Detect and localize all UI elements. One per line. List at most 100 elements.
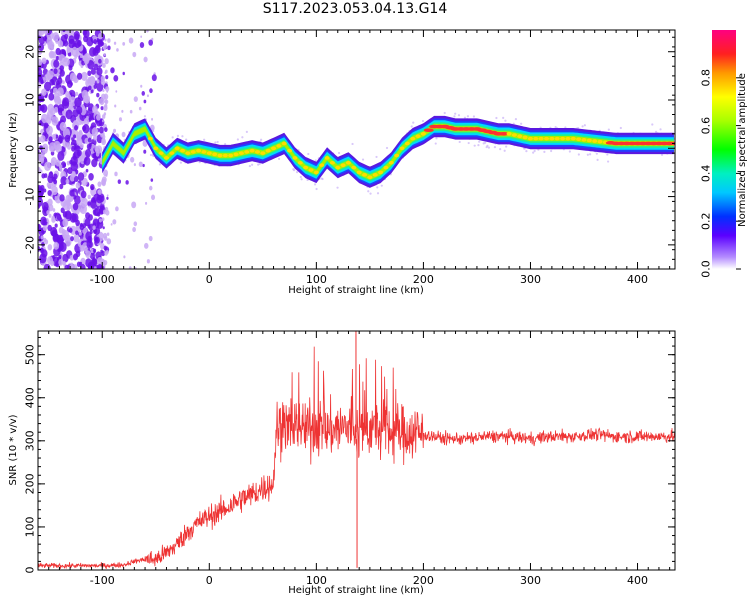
noise-blob bbox=[110, 67, 115, 74]
ridge-peak bbox=[367, 175, 373, 180]
colorbar-tick-label: 0.2 bbox=[700, 212, 713, 230]
noise-blob bbox=[59, 69, 65, 77]
halo-dot bbox=[606, 153, 609, 156]
noise-blob bbox=[80, 263, 86, 269]
halo-dot bbox=[181, 135, 184, 138]
noise-blob bbox=[104, 99, 109, 105]
snr-x-tick-label: -100 bbox=[90, 574, 115, 587]
noise-blob bbox=[50, 157, 58, 166]
noise-blob bbox=[38, 245, 41, 252]
noise-blob bbox=[67, 52, 72, 57]
ridge-peak bbox=[592, 139, 598, 143]
halo-dot bbox=[550, 149, 553, 153]
noise-blob bbox=[140, 35, 143, 38]
noise-blob bbox=[69, 72, 77, 82]
noise-blob bbox=[47, 244, 53, 251]
ridge-peak bbox=[560, 136, 566, 141]
noise-blob bbox=[41, 57, 47, 65]
noise-blob bbox=[80, 71, 88, 81]
ridge-peak bbox=[319, 163, 325, 167]
noise-blob bbox=[57, 151, 65, 161]
noise-blob bbox=[96, 211, 101, 217]
ridge-peak bbox=[576, 137, 582, 142]
ridge-peak bbox=[565, 136, 571, 141]
halo-dot bbox=[376, 192, 380, 195]
noise-blob bbox=[73, 134, 77, 139]
noise-blob bbox=[39, 169, 43, 174]
noise-blob bbox=[100, 41, 104, 47]
noise-blob bbox=[151, 194, 156, 201]
noise-blob bbox=[66, 30, 70, 33]
noise-blob bbox=[138, 161, 143, 168]
noise-blob bbox=[74, 125, 79, 131]
noise-blob bbox=[52, 133, 57, 140]
noise-blob bbox=[62, 218, 69, 227]
noise-blob bbox=[71, 128, 79, 139]
halo-dot bbox=[306, 178, 309, 182]
noise-blob bbox=[53, 241, 60, 250]
noise-blob bbox=[47, 203, 54, 212]
halo-dot bbox=[295, 171, 299, 174]
noise-blob bbox=[91, 127, 99, 137]
halo-dot bbox=[224, 143, 227, 146]
ridge-peak bbox=[351, 165, 357, 170]
noise-blob bbox=[128, 266, 132, 269]
halo-dot bbox=[589, 153, 592, 156]
halo-dot bbox=[466, 115, 470, 118]
noise-blob bbox=[83, 117, 90, 126]
noise-blob bbox=[57, 87, 64, 97]
noise-blob bbox=[105, 86, 110, 92]
noise-blob bbox=[98, 263, 102, 269]
ridge-peak bbox=[158, 151, 164, 155]
noise-blob bbox=[96, 219, 104, 229]
noise-blob bbox=[42, 225, 48, 232]
noise-blob bbox=[146, 30, 149, 33]
ridge-peak bbox=[147, 136, 153, 141]
halo-dot bbox=[245, 130, 248, 134]
ridge-peak bbox=[554, 136, 560, 141]
noise-blob bbox=[87, 137, 92, 143]
noise-blob bbox=[85, 168, 89, 173]
noise-blob bbox=[87, 264, 94, 269]
noise-blob bbox=[47, 224, 52, 232]
noise-blob bbox=[49, 79, 55, 86]
noise-blob bbox=[78, 120, 82, 126]
halo-dot bbox=[171, 136, 174, 139]
spectrogram-y-tick-label: 10 bbox=[24, 93, 37, 107]
ridge-peak bbox=[201, 150, 207, 154]
noise-blob bbox=[84, 137, 90, 145]
noise-blob bbox=[110, 223, 113, 226]
noise-blob bbox=[44, 122, 49, 129]
noise-blob bbox=[104, 58, 109, 65]
noise-blob bbox=[105, 209, 110, 216]
noise-blob bbox=[43, 81, 52, 92]
noise-blob bbox=[58, 134, 62, 139]
noise-blob bbox=[48, 92, 55, 101]
halo-dot bbox=[467, 141, 470, 145]
noise-blob bbox=[88, 142, 92, 147]
halo-dot bbox=[158, 163, 162, 166]
ridge-peak bbox=[329, 160, 335, 165]
noise-blob bbox=[86, 36, 94, 47]
noise-blob bbox=[87, 201, 91, 206]
noise-blob bbox=[79, 224, 85, 231]
noise-blob bbox=[72, 264, 78, 269]
noise-blob bbox=[75, 182, 81, 189]
ridge-peak bbox=[356, 170, 362, 175]
halo-dot bbox=[596, 158, 599, 161]
noise-blob bbox=[103, 105, 108, 112]
ridge-peak bbox=[228, 153, 234, 158]
noise-blob bbox=[38, 95, 43, 103]
noise-blob bbox=[93, 63, 99, 71]
noise-blob bbox=[39, 253, 47, 264]
noise-blob bbox=[91, 197, 96, 203]
noise-blob bbox=[144, 242, 149, 249]
halo-dot bbox=[514, 118, 518, 121]
noise-blob bbox=[132, 227, 136, 233]
noise-blob bbox=[40, 104, 48, 113]
halo-dot bbox=[152, 129, 155, 133]
noise-blob bbox=[62, 230, 70, 240]
halo-dot bbox=[478, 140, 481, 143]
noise-blob bbox=[52, 254, 56, 260]
noise-blob bbox=[48, 171, 54, 179]
